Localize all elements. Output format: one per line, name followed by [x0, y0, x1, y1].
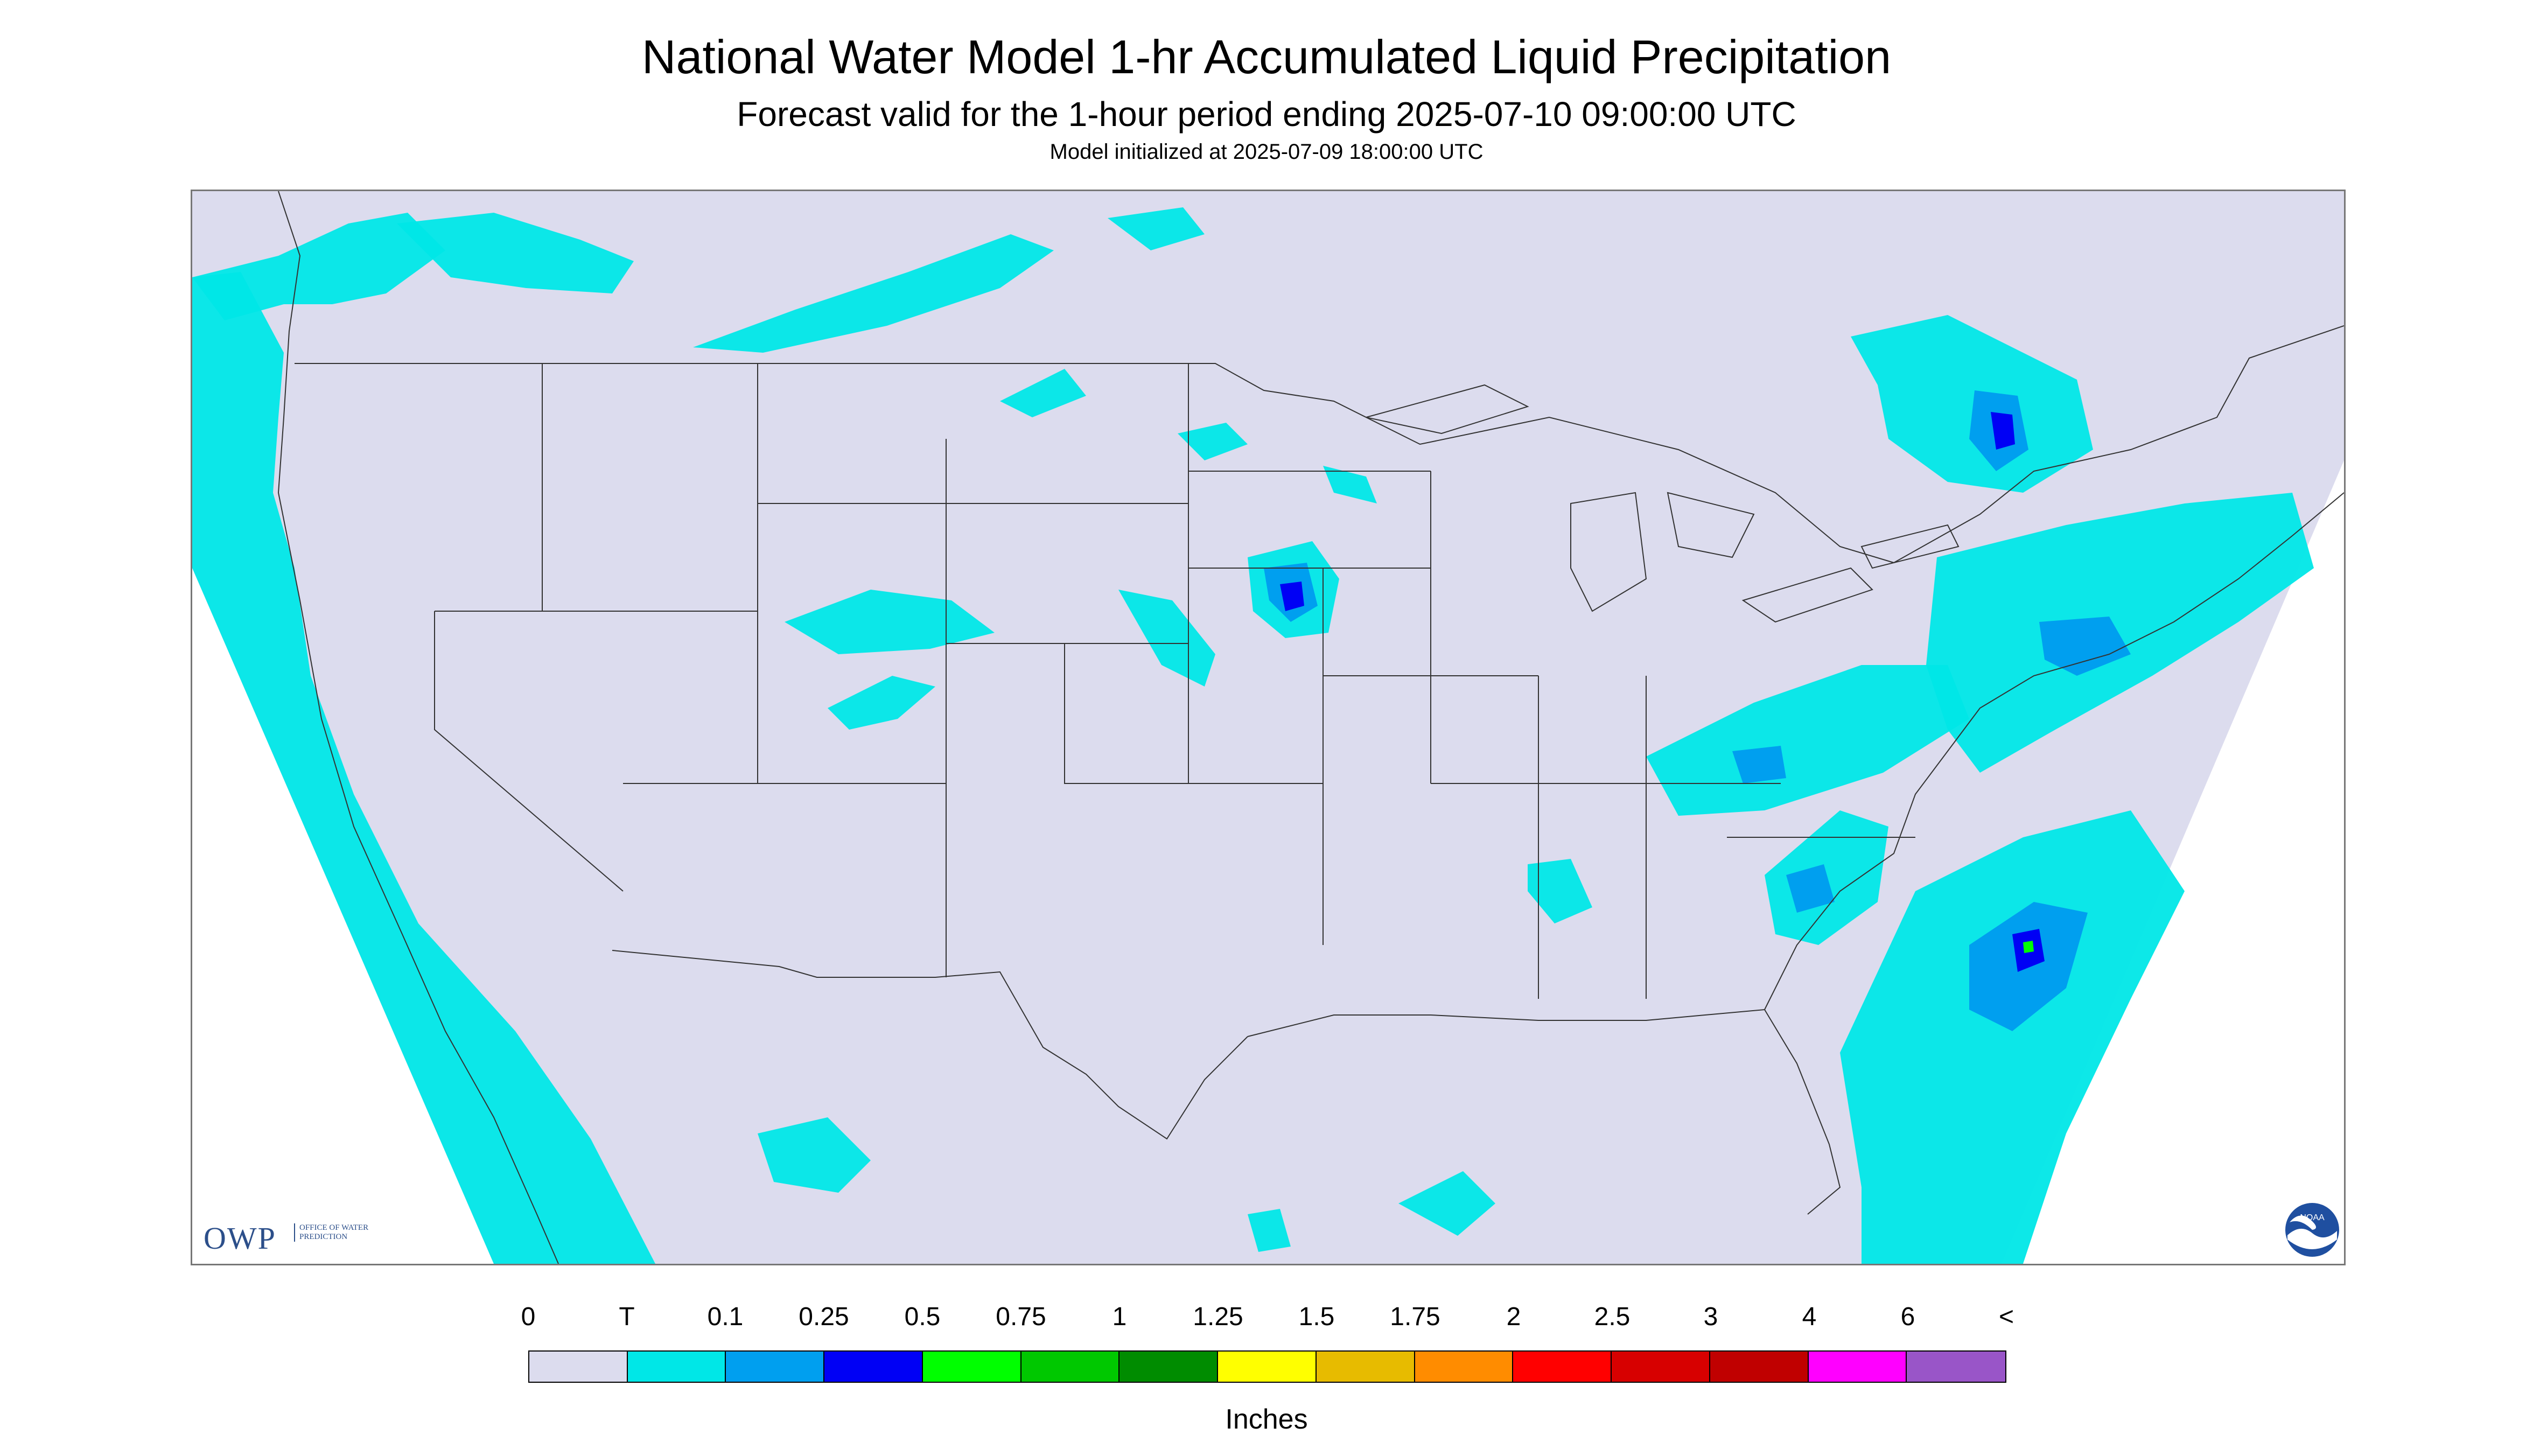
legend-tick-label: <: [1998, 1303, 2014, 1331]
legend-swatch: [1710, 1352, 1809, 1382]
legend-swatch: [1218, 1352, 1317, 1382]
legend-labels: 0 T 0.1 0.25 0.5 0.75 1 1.25 1.5 1.75 2 2.5 3 4 6 <: [0, 1304, 2533, 1336]
model-domain: [192, 191, 2344, 1264]
precip-area-carolinas-core: [1786, 864, 1835, 913]
legend-swatch: [726, 1352, 825, 1382]
legend-tick-label: 0.25: [799, 1303, 849, 1331]
legend-tick-label: 4: [1802, 1303, 1817, 1331]
east-coastline: [1764, 492, 2344, 1010]
legend-unit-label: Inches: [1225, 1404, 1308, 1435]
precip-area-colorado: [828, 676, 935, 730]
precip-area-alberta: [397, 213, 634, 293]
precip-area-manitoba: [1108, 207, 1205, 250]
precip-area-new-york: [2039, 617, 2131, 676]
precip-area-atlantic: [1840, 810, 2185, 1264]
map-title: National Water Model 1-hr Accumulated Li…: [641, 30, 1892, 83]
political-boundaries: [277, 191, 2344, 1264]
legend-swatch: [1415, 1352, 1514, 1382]
noaa-logo-icon: NOAA: [2284, 1202, 2340, 1258]
precip-area-ontario: [1851, 315, 2093, 493]
state-lines-central: [1188, 363, 1915, 999]
conus-map: [192, 191, 2344, 1264]
legend-tick-label: 3: [1703, 1303, 1718, 1331]
legend-tick-label: 1.25: [1193, 1303, 1243, 1331]
owp-logo-text: OWP: [204, 1221, 276, 1256]
legend-tick-label: 1: [1112, 1303, 1127, 1331]
precip-area-nebraska: [1118, 590, 1215, 687]
legend-tick-label: 0.1: [707, 1303, 744, 1331]
noaa-logo-graphic: NOAA: [2285, 1203, 2339, 1257]
great-lakes: [1366, 384, 1960, 623]
noaa-logo-text: NOAA: [2300, 1213, 2325, 1222]
legend-tick-label: 0.75: [996, 1303, 1046, 1331]
precip-area-ontario-peak: [1991, 412, 2015, 450]
legend-swatch: [1119, 1352, 1219, 1382]
legend-swatch: [1316, 1352, 1415, 1382]
precip-area-alabama: [1528, 859, 1592, 923]
state-lines-west: [434, 363, 1323, 977]
legend-swatch: [627, 1352, 726, 1382]
legend-swatch: [1612, 1352, 1710, 1382]
legend-swatch: [824, 1352, 923, 1382]
precip-area-wyoming: [785, 590, 995, 654]
us-mexico-border: [612, 950, 1248, 1140]
legend-tick-label: 6: [1900, 1303, 1915, 1331]
map-subtitle: Forecast valid for the 1-hour period end…: [737, 95, 1796, 134]
legend-swatch: [922, 1352, 1021, 1382]
precip-area-gulf: [1248, 1171, 1495, 1252]
color-legend: 0 T 0.1 0.25 0.5 0.75 1 1.25 1.5 1.75 2 2.5 3 4 6 < Inc…: [0, 1292, 2533, 1454]
legend-tick-label: 0: [521, 1303, 536, 1331]
map-frame: [191, 190, 2346, 1265]
precip-area-pacific-coast: [192, 272, 655, 1264]
legend-tick-label: 2.5: [1594, 1303, 1631, 1331]
model-init-time: Model initialized at 2025-07-09 18:00:00…: [1049, 140, 1484, 164]
us-canada-border: [295, 325, 2344, 564]
precip-area-dakotas: [1178, 423, 1377, 503]
owp-logo: OWP Office of Water Prediction: [204, 1218, 381, 1261]
precip-area-mid-atlantic: [1646, 665, 1969, 816]
precip-area-montana: [1000, 369, 1086, 417]
legend-colorbar: [528, 1350, 2006, 1383]
legend-tick-label: 0.5: [904, 1303, 941, 1331]
legend-tick-label: 1.75: [1390, 1303, 1440, 1331]
legend-tick-label: T: [619, 1303, 635, 1331]
precip-area-mexico: [758, 1117, 871, 1193]
west-coastline: [277, 191, 559, 1264]
legend-swatch: [1021, 1352, 1120, 1382]
owp-logo-subtext: Office of Water Prediction: [294, 1223, 381, 1242]
precip-area-saskatchewan: [693, 234, 1054, 353]
precip-area-ohio-valley: [1732, 746, 1786, 783]
legend-tick-label: 2: [1506, 1303, 1521, 1331]
legend-swatch: [1513, 1352, 1612, 1382]
legend-swatch: [529, 1352, 628, 1382]
precip-area-iowa-peak: [1280, 582, 1304, 611]
precip-area-bc: [192, 213, 445, 320]
gulf-coastline: [1247, 1009, 1841, 1215]
precip-area-northeast: [1926, 493, 2314, 773]
legend-swatch: [1808, 1352, 1907, 1382]
legend-swatch: [1907, 1352, 2006, 1382]
legend-tick-label: 1.5: [1298, 1303, 1335, 1331]
precip-area-atlantic-max: [2023, 941, 2034, 953]
